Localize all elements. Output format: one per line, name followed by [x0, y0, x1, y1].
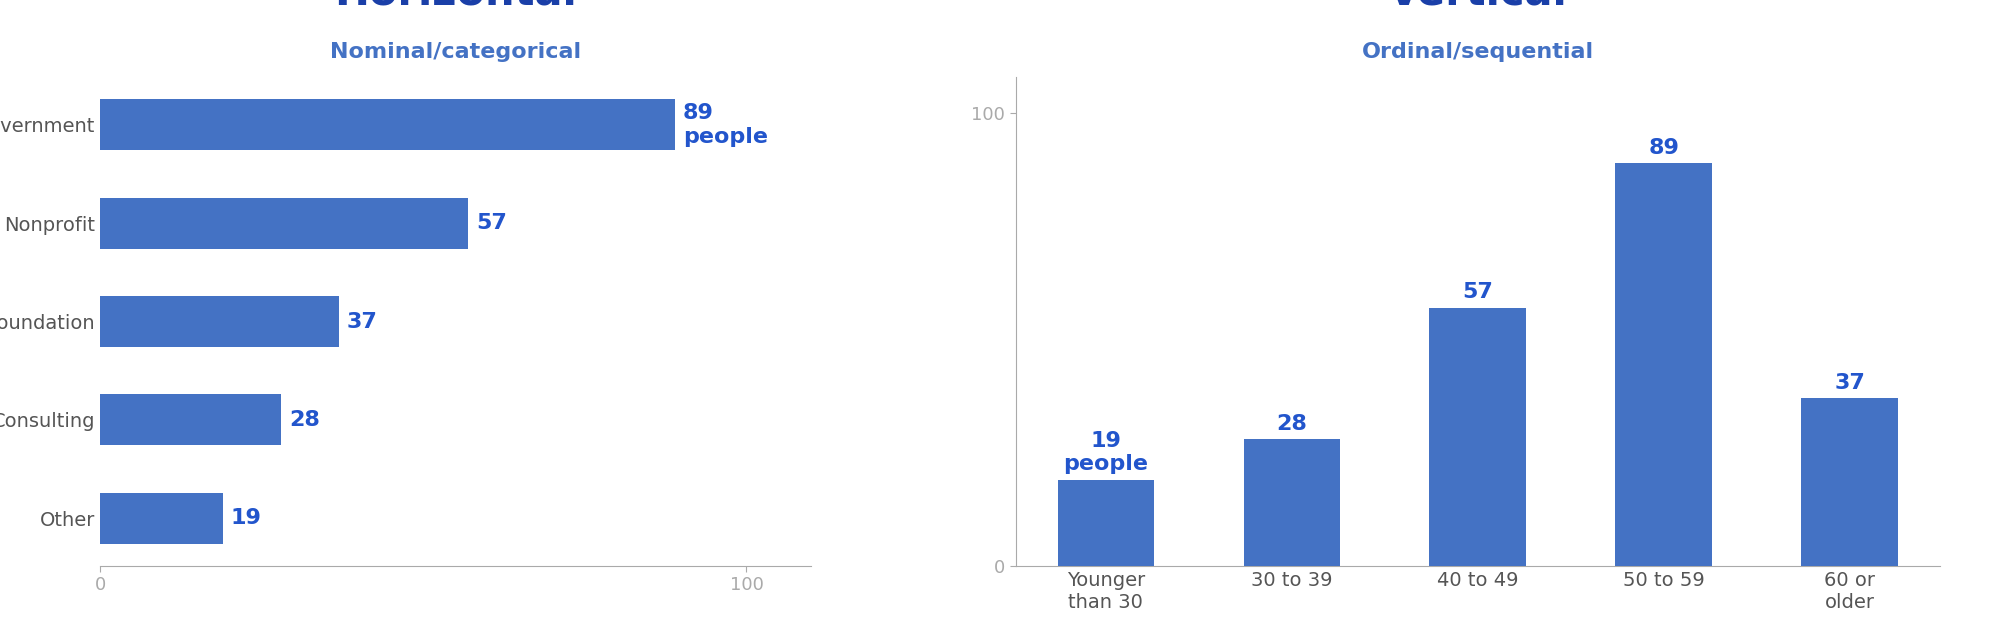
Bar — [1244, 439, 1340, 566]
Bar — [100, 394, 282, 446]
Text: 28: 28 — [1276, 413, 1308, 434]
Text: 57: 57 — [476, 213, 508, 233]
Bar — [100, 100, 676, 150]
Bar — [1616, 163, 1712, 566]
Bar — [1058, 480, 1154, 566]
Text: Nominal/categorical: Nominal/categorical — [330, 42, 582, 62]
Text: 19: 19 — [230, 508, 262, 528]
Text: 57: 57 — [1462, 282, 1494, 302]
Text: 37: 37 — [1834, 373, 1866, 393]
Bar — [100, 296, 340, 347]
Text: Ordinal/sequential: Ordinal/sequential — [1362, 42, 1594, 62]
Text: Vertical: Vertical — [1388, 0, 1568, 14]
Bar — [1430, 308, 1526, 566]
Text: 89: 89 — [1648, 138, 1680, 158]
Text: 37: 37 — [346, 311, 378, 332]
Bar — [1802, 399, 1898, 566]
Bar — [100, 493, 222, 543]
Text: 89
people: 89 people — [684, 104, 768, 147]
Bar — [100, 197, 468, 249]
Text: 19
people: 19 people — [1064, 431, 1148, 475]
Text: Horizontal: Horizontal — [334, 0, 576, 14]
Text: 28: 28 — [288, 410, 320, 430]
